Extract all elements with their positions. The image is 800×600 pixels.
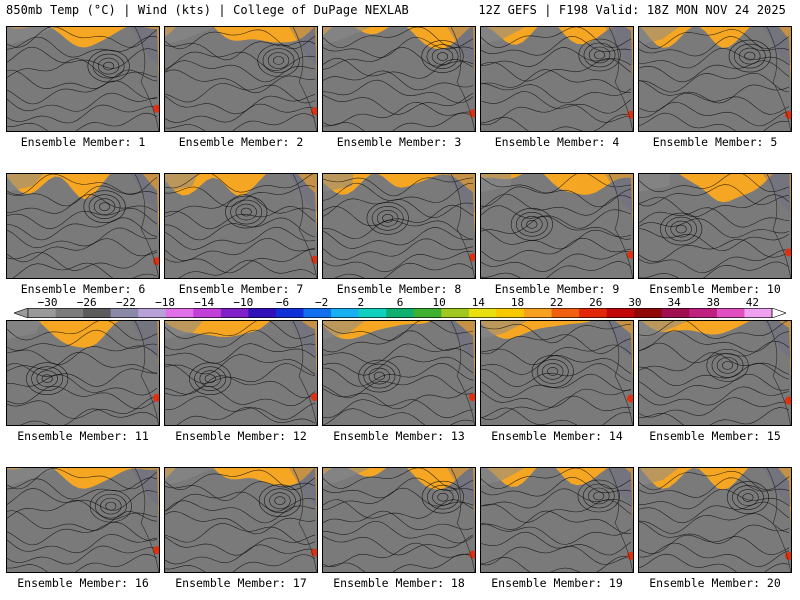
- colorbar-segment: [634, 308, 663, 318]
- colorbar-segment: [468, 308, 497, 318]
- colorbar-tick-label: 34: [667, 296, 681, 309]
- ensemble-map-panel: [480, 26, 634, 132]
- colorbar-segment: [110, 308, 139, 318]
- colorbar-segment: [303, 308, 332, 318]
- colorbar-segment: [524, 308, 552, 318]
- colorbar-segment: [551, 308, 580, 318]
- ensemble-member-label: Ensemble Member: 11: [17, 429, 149, 443]
- colorbar-tick-label: −14: [194, 296, 215, 309]
- colorbar-segment: [606, 308, 635, 318]
- ensemble-map-panel: [322, 467, 476, 573]
- ensemble-map-panel: [322, 320, 476, 426]
- colorbar-tick-label: −30: [37, 296, 58, 309]
- colorbar-tick-label: 22: [550, 296, 564, 309]
- ensemble-member-label: Ensemble Member: 6: [20, 282, 146, 296]
- ensemble-member-label: Ensemble Member: 12: [175, 429, 307, 443]
- colorbar-segment: [248, 308, 277, 318]
- ensemble-member-label: Ensemble Member: 20: [649, 576, 781, 590]
- colorbar-tick-label: 38: [706, 296, 720, 309]
- colorbar-tick-label: 42: [745, 296, 760, 309]
- colorbar-tick-label: 30: [628, 296, 642, 309]
- colorbar-tick-label: 6: [396, 296, 404, 309]
- ensemble-map-panel: [480, 173, 634, 279]
- colorbar-segment: [579, 308, 607, 318]
- colorbar-segment: [386, 308, 415, 318]
- ensemble-member-label: Ensemble Member: 15: [649, 429, 781, 443]
- ensemble-member-label: Ensemble Member: 18: [333, 576, 465, 590]
- colorbar-segment: [744, 308, 773, 318]
- ensemble-member-label: Ensemble Member: 5: [652, 135, 778, 149]
- colorbar-segment: [496, 308, 525, 318]
- ensemble-map-panel: [6, 26, 160, 132]
- ensemble-map-panel: [164, 26, 318, 132]
- temperature-colorbar: [14, 308, 786, 318]
- ensemble-map-panel: [480, 320, 634, 426]
- ensemble-map-panel: [164, 320, 318, 426]
- colorbar-segment: [331, 308, 359, 318]
- colorbar-segment: [165, 308, 194, 318]
- ensemble-map-panel: [638, 173, 792, 279]
- colorbar-segment: [276, 308, 304, 318]
- ensemble-map-panel: [6, 173, 160, 279]
- ensemble-map-panel: [322, 26, 476, 132]
- colorbar-segment: [55, 308, 84, 318]
- colorbar-segment: [358, 308, 387, 318]
- colorbar-tick-label: 18: [510, 296, 525, 309]
- colorbar-tick-label: −22: [115, 296, 136, 309]
- colorbar-segment: [441, 308, 470, 318]
- colorbar-tick-label: 26: [589, 296, 603, 309]
- ensemble-map-panel: [6, 467, 160, 573]
- ensemble-member-label: Ensemble Member: 10: [649, 282, 781, 296]
- ensemble-member-label: Ensemble Member: 3: [336, 135, 462, 149]
- ensemble-map-panel: [164, 173, 318, 279]
- colorbar-tick-labels: −30 −26 −22 −18 −14 −10 −6 −2 2 6 10 14 18 22 26 30 34 38…: [0, 296, 800, 309]
- colorbar-tick-label: −18: [155, 296, 175, 309]
- colorbar-tick-label: −6: [275, 296, 290, 309]
- colorbar-left-arrow: [14, 308, 29, 318]
- ensemble-map-panel: [480, 467, 634, 573]
- ensemble-member-label: Ensemble Member: 2: [178, 135, 304, 149]
- chart-title: 850mb Temp (°C) | Wind (kts) | College o…: [6, 3, 409, 17]
- colorbar-tick-label: −10: [233, 296, 254, 309]
- colorbar-frame: [27, 308, 773, 318]
- ensemble-member-label: Ensemble Member: 16: [17, 576, 149, 590]
- ensemble-member-label: Ensemble Member: 1: [20, 135, 146, 149]
- ensemble-map-panel: [638, 320, 792, 426]
- ensemble-member-label: Ensemble Member: 19: [491, 576, 623, 590]
- colorbar-segment: [138, 308, 167, 318]
- colorbar-segment: [689, 308, 718, 318]
- colorbar-segment: [193, 308, 222, 318]
- colorbar-tick-label: 14: [471, 296, 485, 309]
- ensemble-member-label: Ensemble Member: 14: [491, 429, 623, 443]
- colorbar-segment: [716, 308, 745, 318]
- colorbar-segment: [28, 308, 56, 318]
- ensemble-map-panel: [164, 467, 318, 573]
- ensemble-member-label: Ensemble Member: 9: [494, 282, 620, 296]
- ensemble-member-label: Ensemble Member: 13: [333, 429, 465, 443]
- ensemble-member-label: Ensemble Member: 17: [175, 576, 307, 590]
- colorbar-segment: [661, 308, 690, 318]
- ensemble-member-label: Ensemble Member: 7: [178, 282, 304, 296]
- colorbar-segment: [83, 308, 111, 318]
- ensemble-map-panel: [638, 467, 792, 573]
- colorbar-tick-label: −2: [315, 296, 329, 309]
- ensemble-map-panel: [638, 26, 792, 132]
- colorbar-tick-label: 2: [357, 296, 365, 309]
- ensemble-member-label: Ensemble Member: 4: [494, 135, 620, 149]
- colorbar-tick-label: 10: [432, 296, 446, 309]
- colorbar-tick-label: −26: [76, 296, 97, 309]
- ensemble-map-panel: [322, 173, 476, 279]
- colorbar-segment: [220, 308, 249, 318]
- run-valid-time: 12Z GEFS | F198 Valid: 18Z MON NOV 24 20…: [478, 3, 786, 17]
- colorbar-right-arrow: [771, 308, 786, 318]
- colorbar-segment: [413, 308, 442, 318]
- ensemble-member-label: Ensemble Member: 8: [336, 282, 462, 296]
- ensemble-map-panel: [6, 320, 160, 426]
